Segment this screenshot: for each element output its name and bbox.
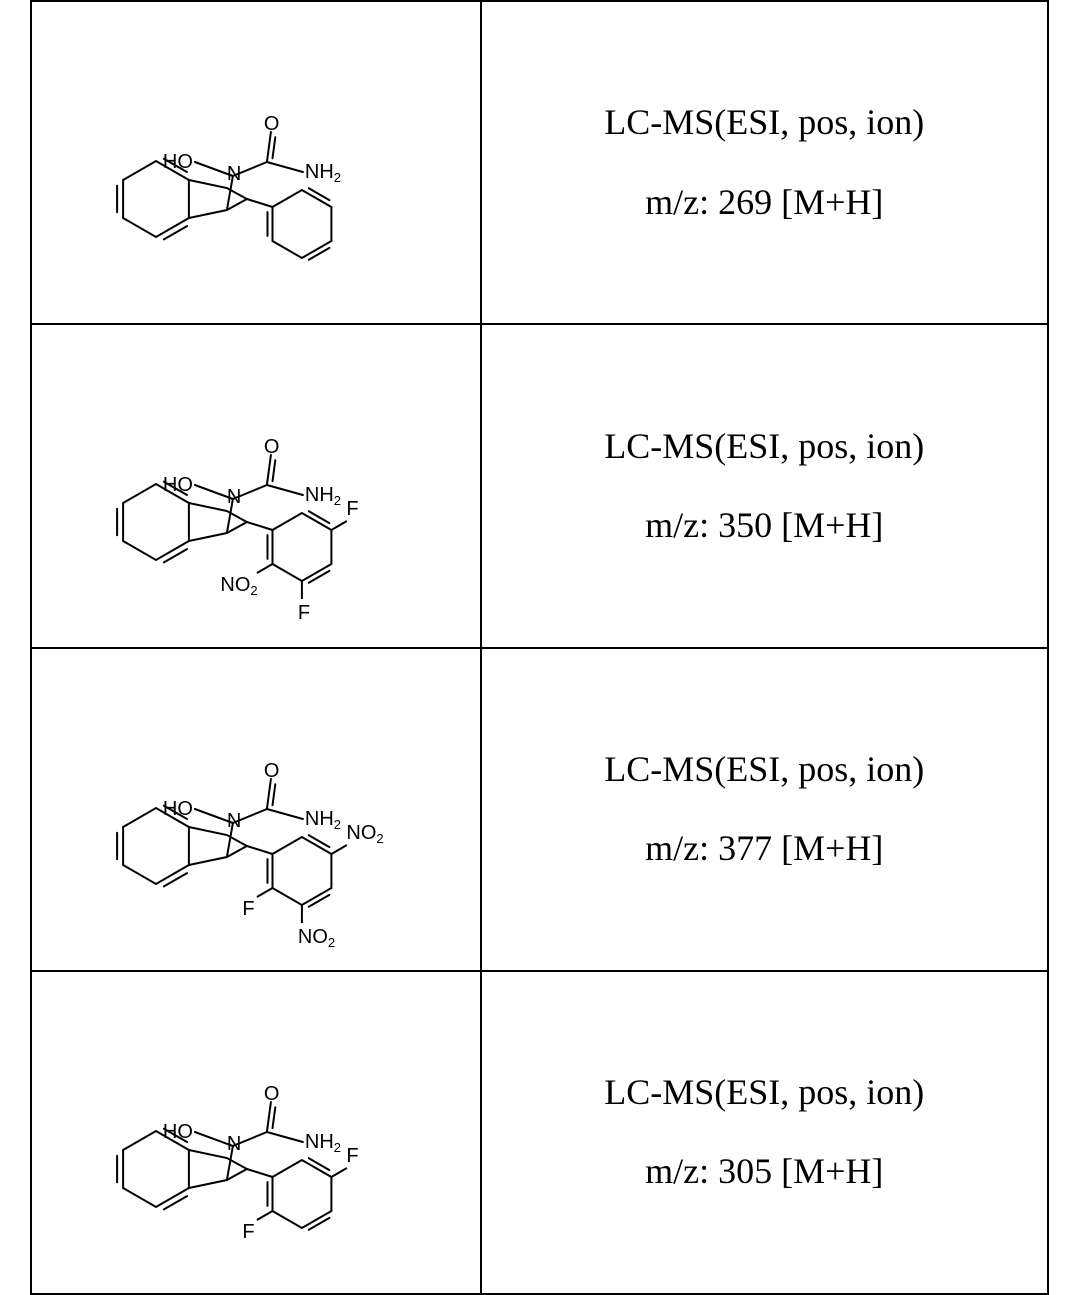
lcms-cell: LC-MS(ESI, pos, ion)m/z: 350 [M+H] (481, 324, 1048, 647)
svg-text:O: O (264, 436, 280, 458)
svg-text:HO: HO (163, 151, 193, 173)
svg-text:HO: HO (163, 474, 193, 496)
svg-text:N: N (227, 163, 241, 185)
svg-text:F: F (346, 498, 358, 520)
svg-text:HO: HO (163, 798, 193, 820)
lcms-mz: m/z: 269 [M+H] (490, 163, 1039, 242)
svg-text:O: O (264, 1083, 280, 1105)
svg-text:NO2: NO2 (298, 926, 335, 950)
table-body: HONONH2LC-MS(ESI, pos, ion)m/z: 269 [M+H… (31, 1, 1048, 1294)
compound-table: HONONH2LC-MS(ESI, pos, ion)m/z: 269 [M+H… (30, 0, 1049, 1295)
svg-text:HO: HO (163, 1121, 193, 1143)
lcms-cell: LC-MS(ESI, pos, ion)m/z: 305 [M+H] (481, 971, 1048, 1294)
lcms-method: LC-MS(ESI, pos, ion) (490, 407, 1039, 486)
structure-cell: HONONH2FF (31, 971, 481, 1294)
svg-text:NH2: NH2 (305, 808, 341, 832)
svg-text:NO2: NO2 (346, 822, 383, 846)
svg-text:N: N (227, 1133, 241, 1155)
lcms-method: LC-MS(ESI, pos, ion) (490, 730, 1039, 809)
structure-cell: HO N O NH2 (31, 1, 481, 324)
lcms-method: LC-MS(ESI, pos, ion) (490, 83, 1039, 162)
svg-text:N: N (227, 486, 241, 508)
table-row: HONONH2FFLC-MS(ESI, pos, ion)m/z: 305 [M… (31, 971, 1048, 1294)
lcms-mz: m/z: 350 [M+H] (490, 486, 1039, 565)
svg-text:F: F (298, 602, 310, 624)
structure-cell: HO N O NH2 NO2 F F (31, 324, 481, 647)
svg-text:F: F (346, 1145, 358, 1167)
lcms-cell: LC-MS(ESI, pos, ion)m/z: 377 [M+H] (481, 648, 1048, 971)
lcms-method: LC-MS(ESI, pos, ion) (490, 1053, 1039, 1132)
svg-text:NO2: NO2 (220, 574, 257, 598)
svg-text:O: O (264, 113, 280, 135)
svg-text:N: N (227, 810, 241, 832)
svg-text:O: O (264, 760, 280, 782)
lcms-mz: m/z: 377 [M+H] (490, 809, 1039, 888)
table-row: HO N O NH2 NO2 F F LC-MS(ESI, pos, ion)m/z: 350… (31, 324, 1048, 647)
svg-text:F: F (242, 1221, 254, 1243)
structure-cell: HO N O NH2 F NO2 NO2 (31, 648, 481, 971)
table-row: HO N O NH2 F NO2 NO2 LC-MS(ESI, pos, ion)m/z: 3… (31, 648, 1048, 971)
lcms-mz: m/z: 305 [M+H] (490, 1132, 1039, 1211)
svg-text:NH2: NH2 (305, 484, 341, 508)
svg-text:F: F (242, 898, 254, 920)
svg-text:NH2: NH2 (305, 161, 341, 185)
page: HONONH2LC-MS(ESI, pos, ion)m/z: 269 [M+H… (0, 0, 1079, 1293)
svg-text:NH2: NH2 (305, 1131, 341, 1155)
table-row: HO N O NH2 LC-MS(ESI, pos, ion)m/z: 269 [M+H… (31, 1, 1048, 324)
lcms-cell: LC-MS(ESI, pos, ion)m/z: 269 [M+H] (481, 1, 1048, 324)
